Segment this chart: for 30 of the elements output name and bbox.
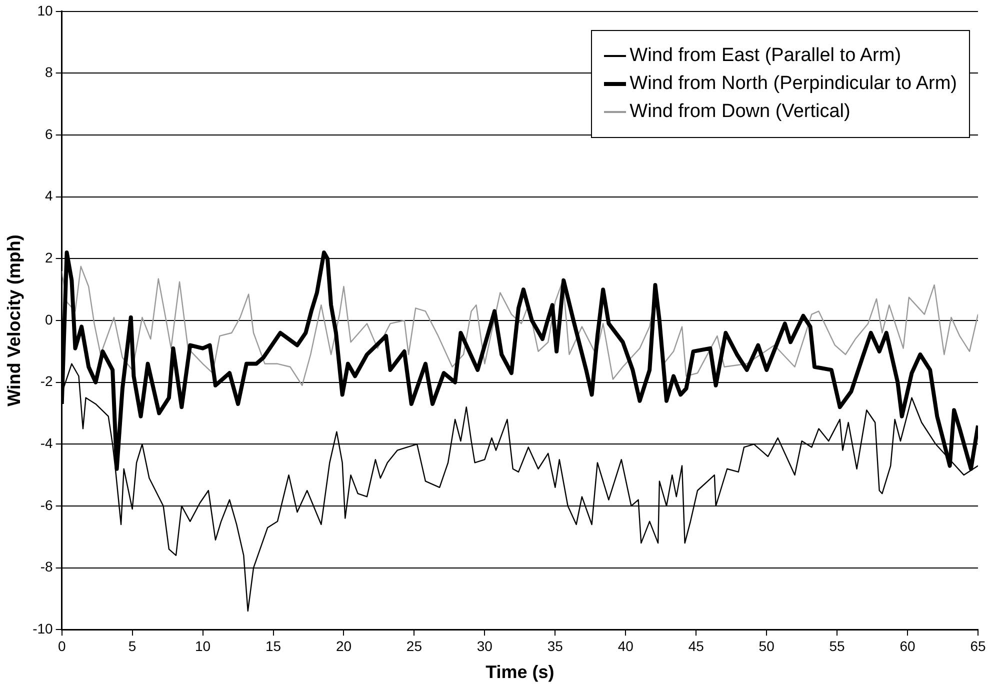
y-tick-label: 2 [45, 250, 54, 266]
x-tick-label: 25 [406, 638, 422, 654]
x-tick-label: 15 [265, 638, 282, 654]
x-tick-label: 40 [618, 638, 634, 654]
x-tick-label: 45 [688, 638, 704, 654]
y-tick-label: -10 [32, 620, 54, 636]
y-tick-label: 4 [45, 188, 54, 204]
x-tick-label: 50 [758, 638, 775, 654]
y-tick-label: -2 [40, 373, 54, 390]
y-tick-label: 8 [45, 64, 54, 80]
x-tick-label: 10 [194, 638, 211, 654]
x-tick-label: 30 [476, 638, 493, 654]
y-tick-label: -4 [40, 435, 54, 451]
x-tick-label: 65 [970, 638, 986, 654]
y-axis-title: Wind Velocity (mph) [4, 234, 24, 406]
y-tick-label: -6 [40, 496, 54, 513]
legend-label: Wind from Down (Vertical) [630, 101, 850, 123]
x-tick-label: 60 [900, 638, 916, 654]
y-tick-label: 6 [45, 126, 54, 142]
x-tick-label: 20 [336, 638, 352, 654]
x-tick-label: 55 [829, 638, 846, 654]
y-tick-label: 0 [45, 311, 54, 328]
y-tick-label: 10 [37, 2, 54, 18]
y-tick-label: -8 [40, 558, 54, 575]
legend-label: Wind from North (Perpindicular to Arm) [630, 73, 957, 95]
x-tick-label: 5 [128, 638, 136, 654]
x-tick-label: 35 [547, 638, 564, 654]
x-axis-title: Time (s) [486, 662, 554, 682]
legend-label: Wind from East (Parallel to Arm) [630, 45, 902, 67]
x-tick-label: 0 [58, 638, 66, 654]
